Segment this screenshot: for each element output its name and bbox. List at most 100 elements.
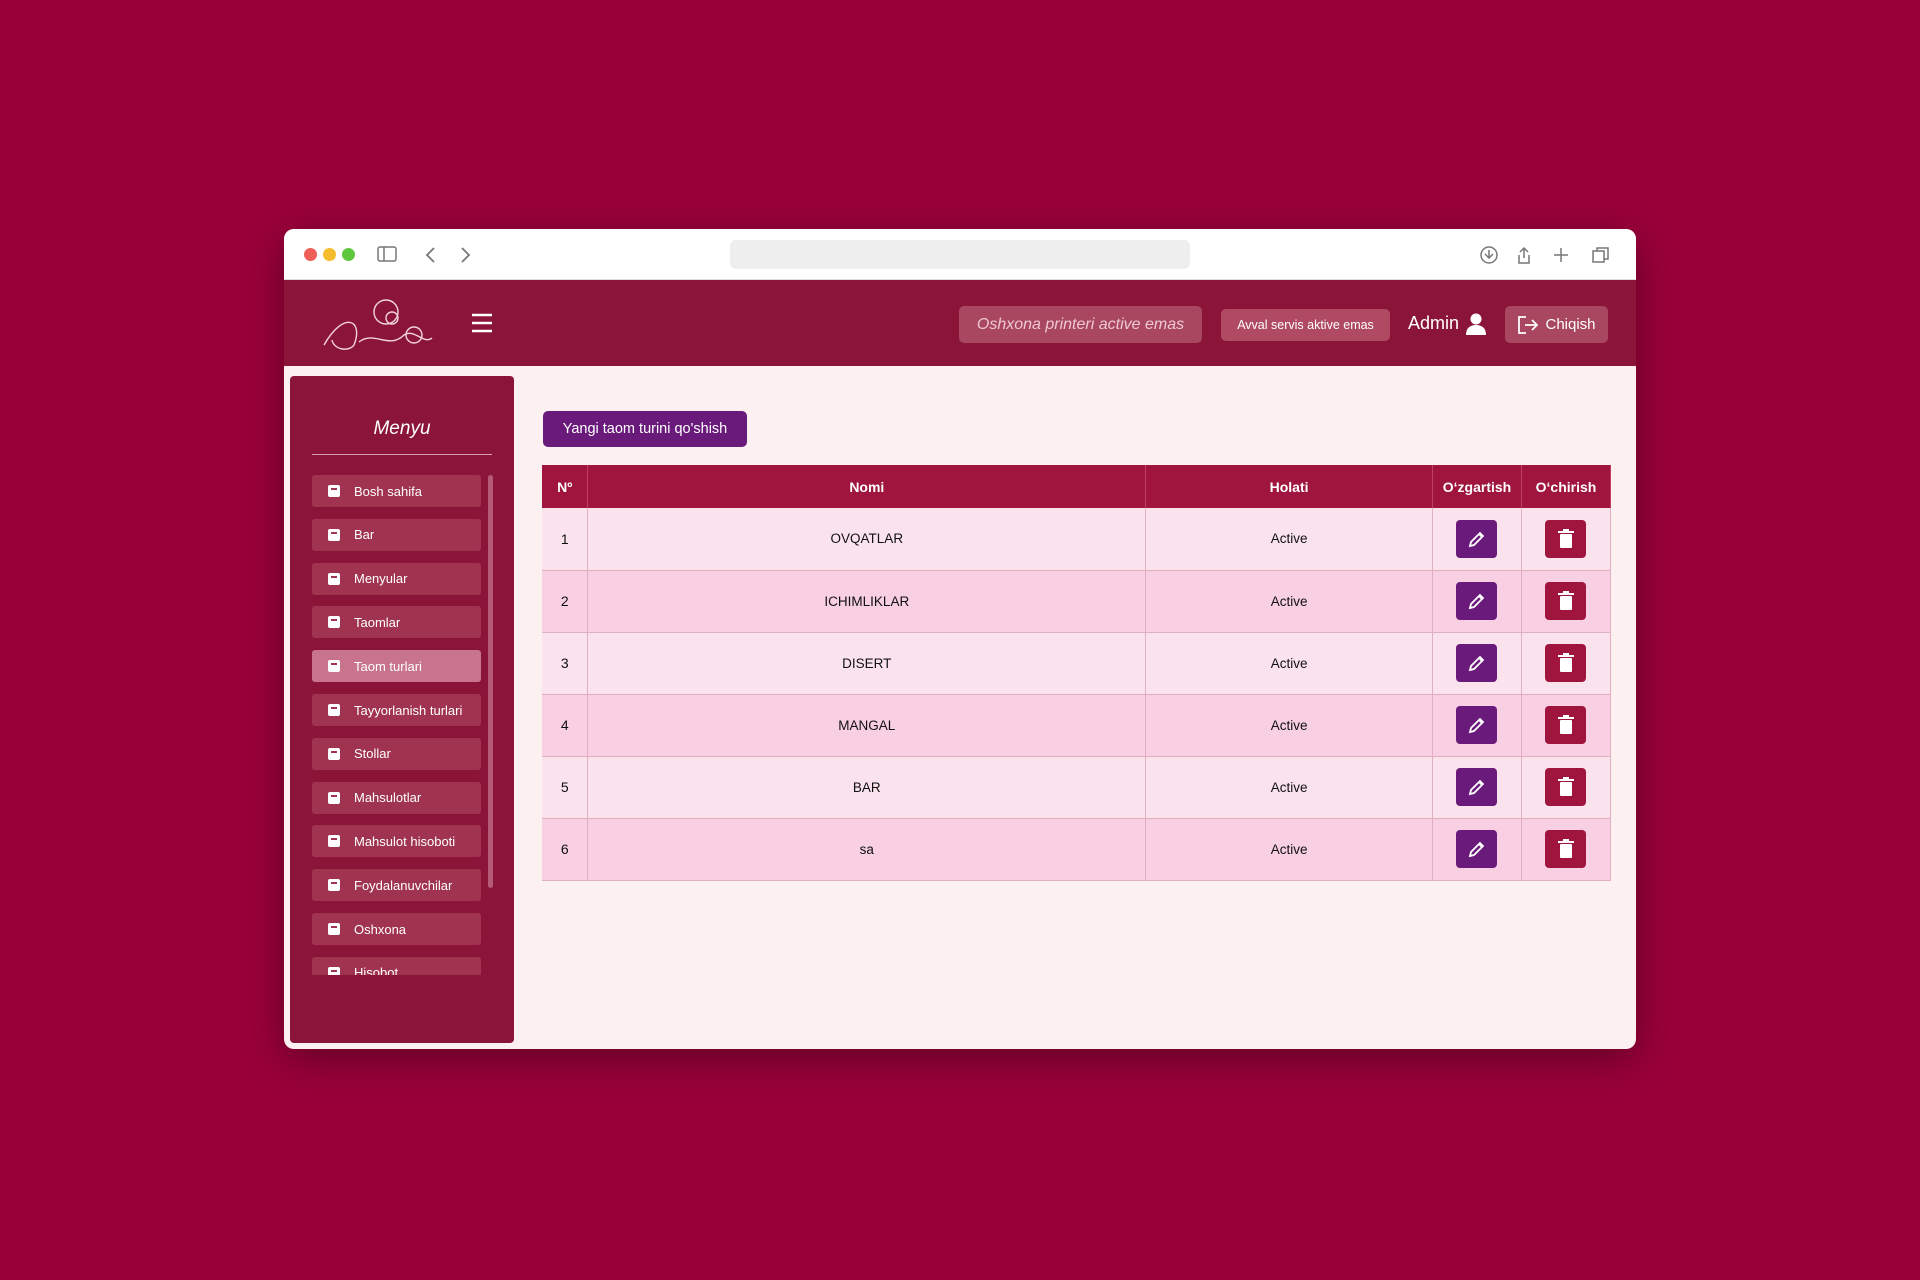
browser-toolbar [284, 229, 1636, 280]
edit-button[interactable] [1456, 644, 1498, 682]
menu-item[interactable]: Mahsulot hisoboti [312, 825, 481, 858]
edit-cell [1432, 756, 1522, 819]
nav-icons[interactable] [376, 244, 516, 266]
menu-icon [328, 747, 340, 760]
edit-button[interactable] [1456, 519, 1498, 558]
menu-icon [328, 572, 340, 585]
menu-icon [328, 966, 340, 975]
header-row: Nº Nomi Holati Oʻzgartish Oʻchirish [542, 465, 1612, 508]
service-status: Avval servis aktive emas [1221, 309, 1390, 341]
delete-button[interactable] [1545, 830, 1587, 868]
menu-item[interactable]: Taom turlari [312, 650, 481, 683]
table-cell: OVQATLAR [587, 508, 1147, 571]
table-cell: Active [1145, 694, 1433, 757]
sidebar-title: Menyu [373, 418, 431, 439]
menu-icon [328, 704, 340, 716]
menu-icon [328, 485, 340, 497]
delete-button[interactable] [1545, 644, 1587, 682]
table-cell: Active [1145, 818, 1433, 881]
edit-button[interactable] [1456, 582, 1498, 620]
delete-cell [1521, 818, 1612, 881]
table-cell: BAR [587, 756, 1147, 819]
delete-cell [1521, 632, 1612, 695]
delete-button[interactable] [1545, 768, 1587, 806]
logo[interactable] [314, 290, 444, 356]
user-icon [1466, 313, 1486, 335]
edit-cell [1432, 632, 1522, 695]
edit-cell [1432, 508, 1522, 571]
table-cell: 5 [542, 756, 589, 819]
menu-item[interactable]: Tayyorlanish turlari [312, 694, 481, 726]
menu-item[interactable]: Taomlar [312, 606, 481, 639]
address-bar[interactable] [730, 240, 1190, 269]
menu-item[interactable]: Bar [312, 518, 481, 551]
column-header: Oʻchirish [1521, 465, 1612, 508]
delete-button[interactable] [1545, 519, 1587, 558]
delete-cell [1521, 694, 1612, 757]
toolbar-icons[interactable] [1479, 243, 1619, 267]
table-row: 4 MANGAL Active [542, 694, 1612, 757]
add-button[interactable]: Yangi taom turini qo'shish [543, 411, 747, 447]
delete-cell [1521, 508, 1612, 571]
table-cell: 3 [542, 632, 589, 695]
delete-cell [1521, 570, 1612, 633]
table-row: 5 BAR Active [542, 756, 1612, 819]
table-cell: MANGAL [587, 694, 1147, 757]
zoom-dot[interactable] [342, 248, 355, 261]
table-cell: DISERT [587, 632, 1147, 695]
menu-item[interactable]: Hisobot [312, 956, 481, 975]
menu-list: Bosh sahifa Bar Menyular Taomlar Taom turlar… [312, 475, 482, 975]
table-cell: 2 [542, 570, 589, 633]
logout-button[interactable]: Chiqish [1505, 306, 1608, 343]
table-row: 6 sa Active [542, 818, 1612, 881]
browser-window: Oshxona printeri active emas Avval servi… [284, 229, 1636, 1049]
table-cell: Active [1145, 756, 1433, 819]
scrollbar[interactable] [488, 475, 493, 888]
user-name: Admin [1408, 313, 1460, 333]
column-header: Holati [1145, 465, 1433, 508]
column-header: Nº [542, 465, 589, 508]
menu-icon [328, 923, 340, 935]
table-cell: sa [587, 818, 1147, 881]
table-row: 1 OVQATLAR Active [542, 508, 1612, 571]
menu-item[interactable]: Mahsulotlar [312, 781, 481, 814]
edit-button[interactable] [1456, 830, 1498, 868]
delete-cell [1521, 756, 1612, 819]
menu-icon [328, 835, 340, 848]
app-header: Oshxona printeri active emas Avval servi… [284, 280, 1636, 366]
menu-icon [328, 616, 340, 629]
table-cell: ICHIMLIKLAR [587, 570, 1147, 633]
menu-item[interactable]: Menyular [312, 562, 481, 595]
menu-icon [328, 791, 340, 804]
edit-cell [1432, 570, 1522, 633]
printer-status: Oshxona printeri active emas [959, 306, 1202, 343]
edit-button[interactable] [1456, 768, 1498, 806]
table-cell: 6 [542, 818, 589, 881]
table-cell: 1 [542, 508, 589, 571]
menu-icon [328, 879, 340, 892]
menu-item[interactable]: Stollar [312, 737, 481, 770]
delete-button[interactable] [1545, 706, 1587, 744]
table-body: 1 OVQATLAR Active 2 ICHIMLIKLAR Active 3 DISERT… [542, 508, 1612, 881]
table-cell: Active [1145, 508, 1433, 571]
edit-button[interactable] [1456, 706, 1498, 744]
edit-cell [1432, 694, 1522, 757]
sidebar: Menyu Bosh sahifa Bar Menyular Taomlar Taom … [290, 376, 514, 1043]
menu-icon [328, 528, 340, 541]
menu-toggle[interactable] [470, 312, 494, 334]
minimize-dot[interactable] [323, 248, 336, 261]
menu-item[interactable]: Oshxona [312, 913, 481, 945]
delete-button[interactable] [1545, 582, 1587, 620]
menu-item[interactable]: Foydalanuvchilar [312, 869, 481, 902]
menu-icon [328, 660, 340, 673]
column-header: Nomi [587, 465, 1147, 508]
menu-item[interactable]: Bosh sahifa [312, 475, 481, 507]
column-header: Oʻzgartish [1432, 465, 1522, 508]
logout-label[interactable]: Chiqish [1545, 316, 1596, 333]
close-dot[interactable] [304, 248, 317, 261]
table-cell: 4 [542, 694, 589, 757]
table-cell: Active [1145, 570, 1433, 633]
table-row: 2 ICHIMLIKLAR Active [542, 570, 1612, 633]
edit-cell [1432, 818, 1522, 881]
